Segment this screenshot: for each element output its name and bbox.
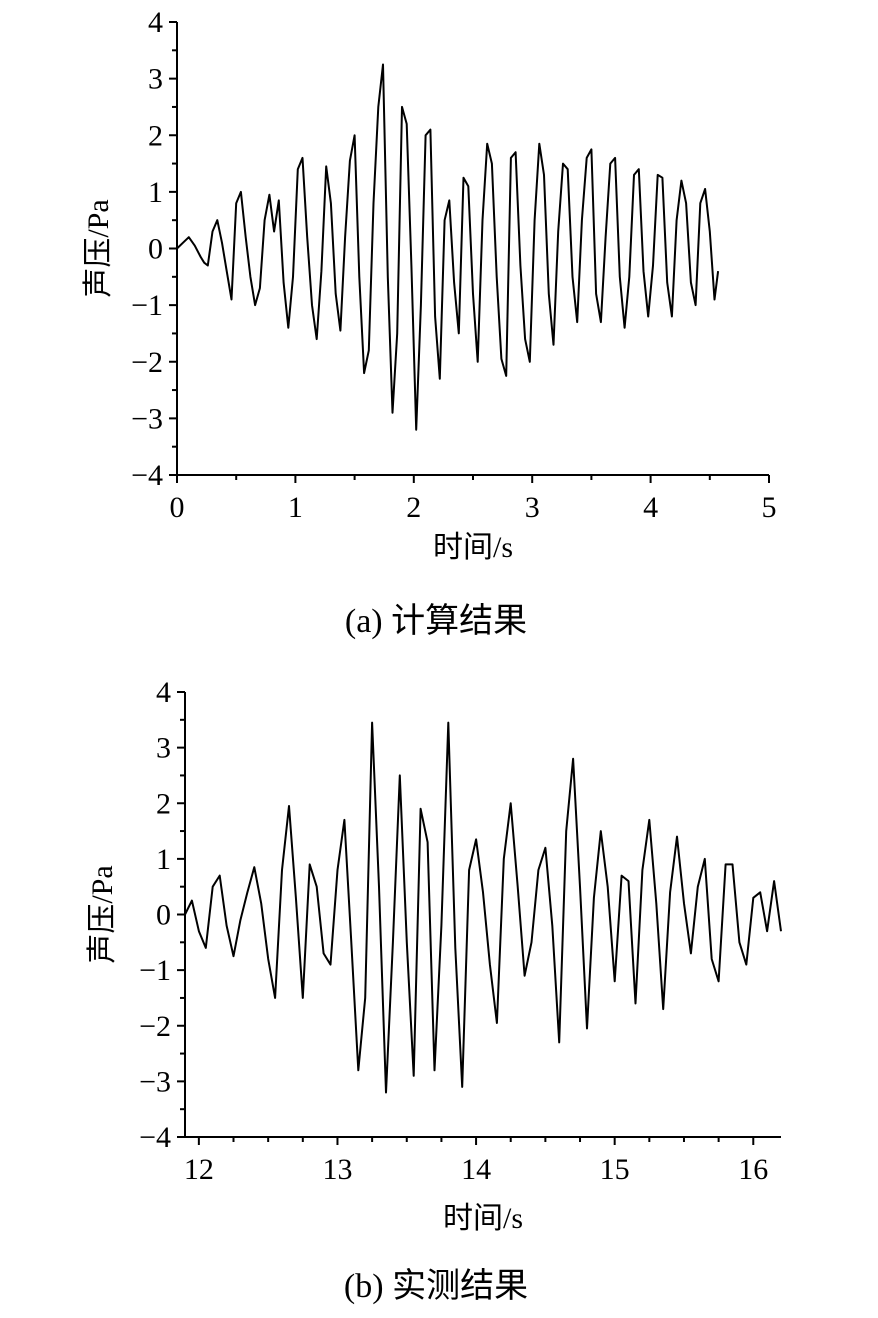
y-tick-label: 3 <box>148 63 163 96</box>
x-tick-label: 3 <box>525 491 540 524</box>
y-axis-label: 声压/Pa <box>82 199 115 297</box>
panel-b: 4 3 2 1 0 −1 −2 −3 −4 12 13 14 15 16 时间/s 声压/Pa (b) 实… <box>86 676 782 1305</box>
y-tick-label: 4 <box>148 6 163 39</box>
y-axis-label: 声压/Pa <box>86 865 119 963</box>
x-axis-label: 时间/s <box>443 1202 523 1235</box>
x-tick-label: 4 <box>643 491 658 524</box>
y-tick-label: 4 <box>156 676 171 709</box>
y-tick-label: −1 <box>139 954 171 987</box>
x-tick-label: 5 <box>762 491 777 524</box>
caption: (b) 实测结果 <box>344 1267 528 1305</box>
series-line <box>176 63 720 431</box>
y-tick-label: −3 <box>139 1065 171 1098</box>
x-tick-label: 12 <box>184 1153 214 1186</box>
caption: (a) 计算结果 <box>345 602 527 640</box>
y-tick-label: −2 <box>139 1010 171 1043</box>
x-tick-label: 13 <box>322 1153 352 1186</box>
y-tick-label: 0 <box>156 899 171 932</box>
y-tick-label: −4 <box>139 1121 171 1154</box>
y-tick-label: 0 <box>148 233 163 266</box>
y-tick-label: 2 <box>148 119 163 152</box>
x-tick-label: 0 <box>170 491 185 524</box>
y-tick-label: 2 <box>156 787 171 820</box>
y-tick-label: 3 <box>156 732 171 765</box>
series-line <box>184 721 782 1094</box>
x-tick-label: 1 <box>288 491 303 524</box>
x-tick-label: 2 <box>406 491 421 524</box>
x-tick-label: 15 <box>600 1153 630 1186</box>
y-tick-label: 1 <box>156 843 171 876</box>
y-tick-label: −1 <box>131 289 163 322</box>
x-axis-label: 时间/s <box>433 531 513 564</box>
y-tick-label: −2 <box>131 346 163 379</box>
y-tick-label: −4 <box>131 459 163 492</box>
x-tick-label: 14 <box>461 1153 491 1186</box>
x-tick-label: 16 <box>738 1153 768 1186</box>
y-tick-label: −3 <box>131 402 163 435</box>
y-tick-label: 1 <box>148 176 163 209</box>
